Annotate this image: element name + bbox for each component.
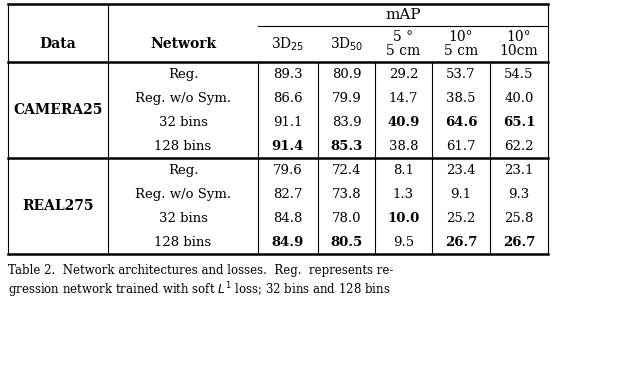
Text: Network: Network [150, 37, 216, 51]
Text: gression network trained with soft $L^1$ loss; 32 bins and 128 bins: gression network trained with soft $L^1$… [8, 280, 390, 300]
Text: 80.9: 80.9 [332, 68, 361, 81]
Text: 73.8: 73.8 [332, 187, 362, 200]
Text: 85.3: 85.3 [330, 140, 363, 152]
Text: 8.1: 8.1 [393, 163, 414, 177]
Text: 84.9: 84.9 [272, 235, 304, 249]
Text: 25.2: 25.2 [446, 212, 476, 224]
Text: 5 cm: 5 cm [387, 44, 420, 58]
Text: 26.7: 26.7 [445, 235, 477, 249]
Text: 3D$_{50}$: 3D$_{50}$ [330, 35, 363, 53]
Text: Data: Data [40, 37, 76, 51]
Text: 54.5: 54.5 [504, 68, 534, 81]
Text: 29.2: 29.2 [388, 68, 419, 81]
Text: 10°: 10° [507, 30, 531, 44]
Text: 23.1: 23.1 [504, 163, 534, 177]
Text: 10.0: 10.0 [387, 212, 420, 224]
Text: 3D$_{25}$: 3D$_{25}$ [271, 35, 305, 53]
Text: 83.9: 83.9 [332, 116, 362, 128]
Text: 32 bins: 32 bins [159, 212, 207, 224]
Text: Table 2.  Network architectures and losses.  Reg.  represents re-: Table 2. Network architectures and losse… [8, 264, 394, 277]
Text: 53.7: 53.7 [446, 68, 476, 81]
Text: 62.2: 62.2 [504, 140, 534, 152]
Text: 9.5: 9.5 [393, 235, 414, 249]
Text: 10cm: 10cm [500, 44, 538, 58]
Text: 5 °: 5 ° [394, 30, 413, 44]
Text: mAP: mAP [385, 8, 421, 22]
Text: REAL275: REAL275 [22, 199, 93, 213]
Text: 91.1: 91.1 [273, 116, 303, 128]
Text: 25.8: 25.8 [504, 212, 534, 224]
Text: 64.6: 64.6 [445, 116, 477, 128]
Text: 91.4: 91.4 [272, 140, 304, 152]
Text: 1.3: 1.3 [393, 187, 414, 200]
Text: 40.9: 40.9 [387, 116, 420, 128]
Text: 78.0: 78.0 [332, 212, 361, 224]
Text: 26.7: 26.7 [503, 235, 535, 249]
Text: 79.6: 79.6 [273, 163, 303, 177]
Text: 128 bins: 128 bins [154, 140, 212, 152]
Text: 9.3: 9.3 [508, 187, 530, 200]
Text: 84.8: 84.8 [273, 212, 303, 224]
Text: CAMERA25: CAMERA25 [13, 103, 102, 117]
Text: 128 bins: 128 bins [154, 235, 212, 249]
Text: 86.6: 86.6 [273, 91, 303, 105]
Text: Reg.: Reg. [168, 68, 198, 81]
Text: 23.4: 23.4 [446, 163, 476, 177]
Text: 79.9: 79.9 [332, 91, 362, 105]
Text: Reg.: Reg. [168, 163, 198, 177]
Text: 72.4: 72.4 [332, 163, 361, 177]
Text: 14.7: 14.7 [388, 91, 419, 105]
Text: 65.1: 65.1 [503, 116, 535, 128]
Text: 61.7: 61.7 [446, 140, 476, 152]
Text: 9.1: 9.1 [451, 187, 472, 200]
Text: 38.5: 38.5 [446, 91, 476, 105]
Text: 5 cm: 5 cm [444, 44, 478, 58]
Text: Reg. w/o Sym.: Reg. w/o Sym. [135, 91, 231, 105]
Text: 89.3: 89.3 [273, 68, 303, 81]
Text: 38.8: 38.8 [388, 140, 419, 152]
Text: 32 bins: 32 bins [159, 116, 207, 128]
Text: Reg. w/o Sym.: Reg. w/o Sym. [135, 187, 231, 200]
Text: 80.5: 80.5 [330, 235, 363, 249]
Text: 10°: 10° [449, 30, 474, 44]
Text: 40.0: 40.0 [504, 91, 534, 105]
Text: 82.7: 82.7 [273, 187, 303, 200]
